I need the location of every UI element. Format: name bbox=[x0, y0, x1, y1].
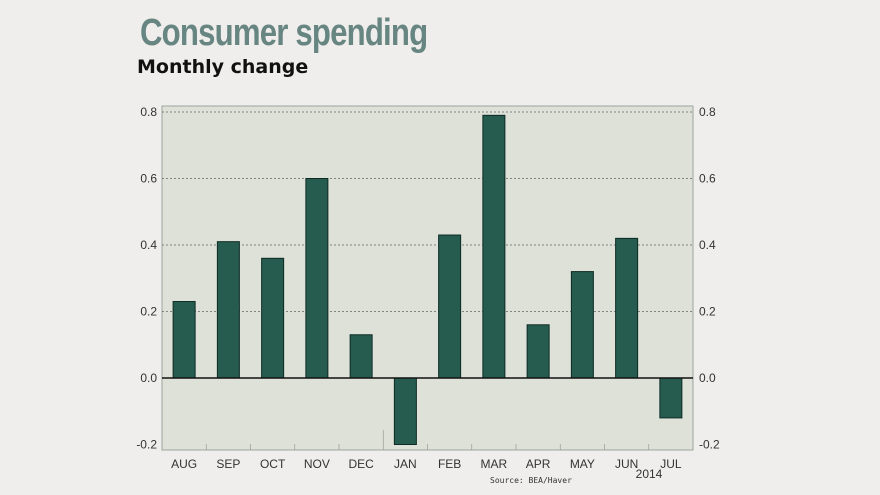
x-tick-label: SEP bbox=[216, 457, 240, 471]
x-tick-label: APR bbox=[526, 457, 551, 471]
x-tick-label: NOV bbox=[304, 457, 330, 471]
x-tick-label: JAN bbox=[394, 457, 417, 471]
bar-apr bbox=[526, 324, 550, 379]
plot-area bbox=[161, 105, 694, 451]
y-tick-label-right: 0.8 bbox=[699, 105, 716, 119]
y-tick-label-left: 0.0 bbox=[140, 371, 157, 385]
x-tick-label: JUL bbox=[660, 457, 682, 471]
chart-subtitle: Monthly change bbox=[137, 56, 309, 78]
y-tick-label-left: 0.4 bbox=[140, 238, 157, 252]
bar-jun bbox=[615, 237, 639, 379]
y-tick-label-left: 0.8 bbox=[140, 105, 157, 119]
x-tick-label: MAR bbox=[481, 457, 508, 471]
x-tick-label: MAY bbox=[570, 457, 595, 471]
y-tick-label-right: 0.2 bbox=[699, 305, 716, 319]
bar-feb bbox=[438, 234, 462, 379]
x-tick-label: OCT bbox=[260, 457, 286, 471]
y-tick-label-left: 0.2 bbox=[140, 305, 157, 319]
x-tick-label: JUN bbox=[615, 457, 638, 471]
bar-jan bbox=[393, 377, 417, 445]
x-tick-label: DEC bbox=[348, 457, 374, 471]
chart-title: Consumer spending bbox=[140, 12, 428, 54]
y-tick-label-left: 0.6 bbox=[140, 172, 157, 186]
y-tick-label-right: -0.2 bbox=[699, 438, 720, 452]
y-tick-label-right: 0.4 bbox=[699, 238, 716, 252]
bar-aug bbox=[172, 301, 196, 379]
y-tick-label-right: 0.0 bbox=[699, 371, 716, 385]
year-label: 2014 bbox=[636, 467, 663, 481]
bar-may bbox=[570, 271, 594, 379]
bar-nov bbox=[305, 178, 329, 379]
bar-oct bbox=[261, 257, 285, 379]
x-tick-label: FEB bbox=[438, 457, 461, 471]
bar-sep bbox=[216, 241, 240, 379]
y-tick-label-left: -0.2 bbox=[136, 438, 157, 452]
y-tick-label-right: 0.6 bbox=[699, 172, 716, 186]
source-note: Source: BEA/Haver bbox=[490, 476, 572, 485]
x-tick-label: AUG bbox=[171, 457, 197, 471]
bar-dec bbox=[349, 334, 373, 379]
bar-jul bbox=[659, 377, 683, 419]
bar-mar bbox=[482, 114, 506, 379]
